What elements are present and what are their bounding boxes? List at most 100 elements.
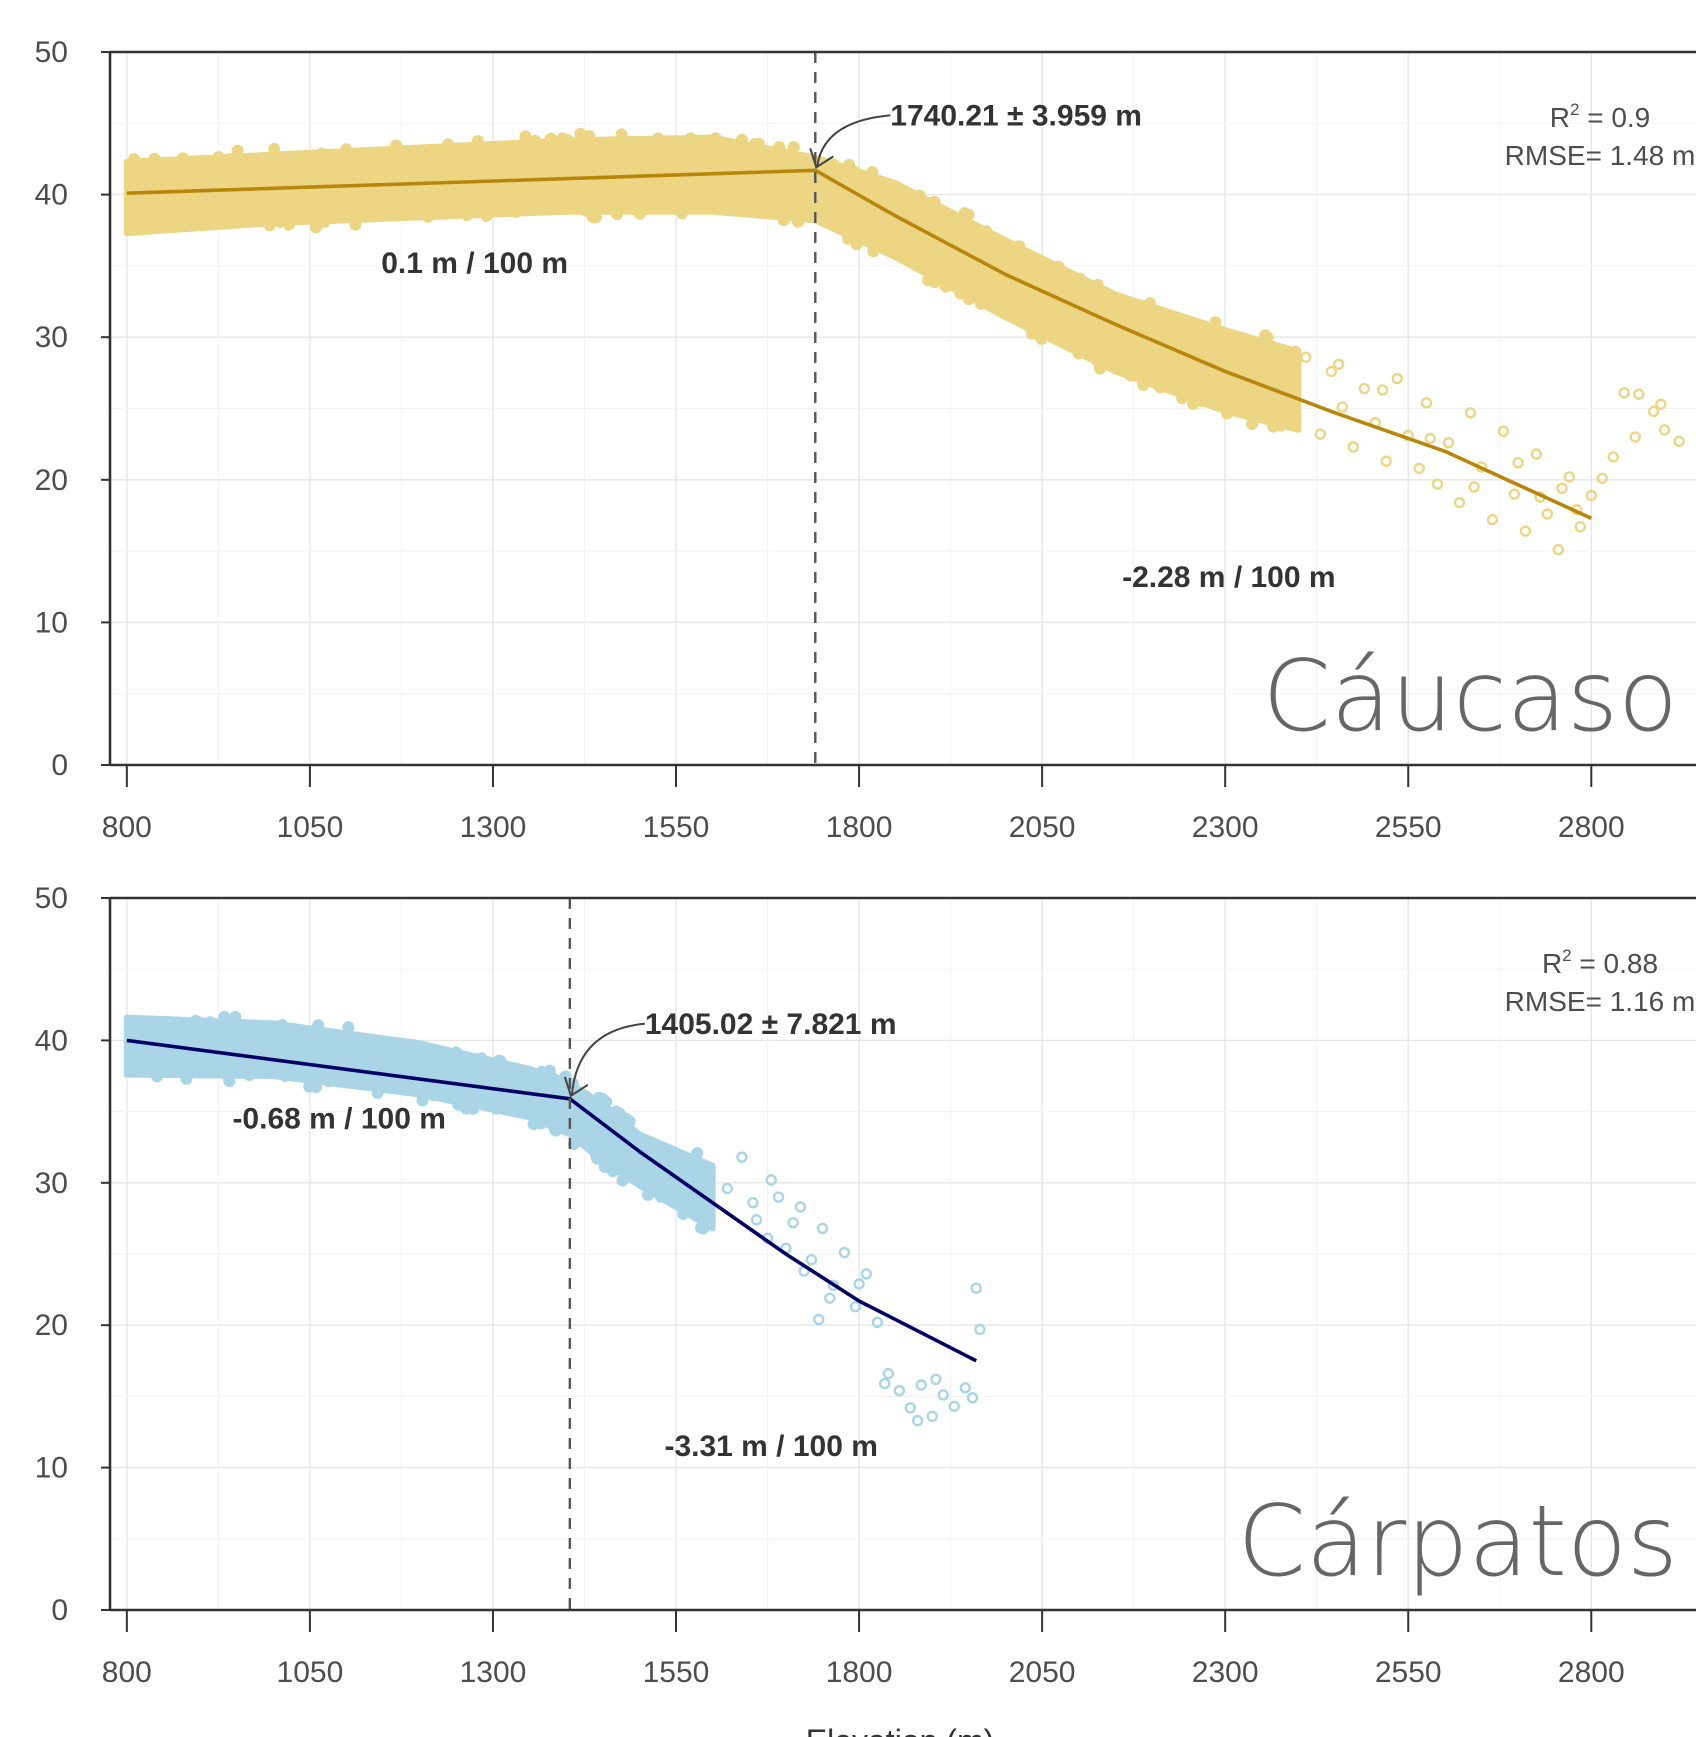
data-point: [335, 1075, 348, 1088]
data-point: [948, 1400, 960, 1413]
data-point: [1022, 319, 1035, 332]
data-point: [615, 128, 628, 141]
data-point: [1154, 381, 1167, 394]
data-point: [191, 1015, 204, 1028]
data-point: [303, 1080, 316, 1093]
data-point: [1633, 388, 1645, 400]
data-point: [148, 152, 161, 165]
data-point: [590, 211, 603, 224]
data-point: [389, 206, 402, 219]
data-point: [913, 189, 926, 202]
data-point: [1091, 278, 1104, 291]
data-point: [676, 1150, 689, 1163]
data-point: [1209, 316, 1222, 329]
data-point: [1072, 347, 1085, 360]
data-point: [1314, 428, 1327, 440]
data-point: [490, 1102, 503, 1115]
slope-label: -3.31 m / 100 m: [664, 1430, 877, 1463]
rmse-label: RMSE= 1.48 m: [1505, 140, 1696, 171]
data-point: [1512, 456, 1524, 469]
data-point: [1009, 310, 1022, 323]
x-tick-label: 800: [102, 1656, 152, 1689]
data-point: [794, 1201, 807, 1213]
data-point: [505, 1102, 518, 1115]
data-point: [598, 1160, 611, 1173]
data-point: [654, 1190, 667, 1203]
x-tick-label: 1050: [277, 1656, 344, 1689]
data-point: [1556, 482, 1568, 495]
x-tick-label: 1550: [643, 1656, 710, 1689]
data-point: [961, 218, 974, 231]
x-tick-label: 1300: [460, 1656, 527, 1689]
data-point: [975, 297, 988, 310]
data-point: [1248, 410, 1261, 423]
data-point: [1376, 384, 1389, 396]
data-point: [939, 280, 952, 293]
data-point: [450, 1050, 463, 1063]
data-point: [1508, 488, 1521, 500]
data-point: [1629, 431, 1641, 443]
breakpoint-label: 1740.21 ± 3.959 m: [890, 99, 1142, 132]
breakpoint-arrow: [816, 114, 891, 167]
data-point: [591, 1152, 604, 1165]
region-label: Cárpatos: [1238, 1485, 1678, 1599]
data-point: [442, 203, 455, 216]
data-point: [1234, 354, 1246, 366]
data-point: [627, 201, 640, 214]
data-point: [915, 1379, 928, 1391]
data-point: [815, 212, 828, 225]
data-point: [1168, 381, 1180, 393]
data-point: [223, 1075, 236, 1088]
data-point: [838, 1246, 851, 1259]
data-point: [574, 127, 587, 140]
data-point: [212, 151, 225, 164]
data-point: [611, 208, 624, 221]
data-point: [1618, 387, 1630, 399]
data-point: [1190, 371, 1202, 383]
data-point: [721, 1182, 733, 1195]
x-tick-label: 1300: [460, 811, 527, 844]
data-point: [866, 166, 879, 179]
data-point: [310, 221, 323, 234]
data-point: [1596, 472, 1608, 485]
data-point: [474, 1057, 487, 1070]
data-point: [1380, 455, 1392, 467]
data-point: [684, 132, 697, 145]
data-point: [150, 1070, 163, 1083]
data-point: [765, 1174, 777, 1186]
data-point: [1300, 351, 1312, 363]
data-point: [1278, 412, 1290, 425]
data-point: [1325, 365, 1338, 378]
region-label: Cáucaso: [1262, 640, 1678, 754]
data-point: [867, 245, 880, 258]
data-point: [813, 1313, 825, 1326]
data-point: [1289, 346, 1302, 359]
data-point: [860, 1268, 873, 1280]
data-point: [735, 133, 748, 146]
data-point: [787, 1216, 799, 1229]
data-point: [747, 1197, 759, 1209]
x-tick-label: 2800: [1558, 1656, 1625, 1689]
data-point: [279, 1069, 292, 1082]
data-point: [519, 130, 532, 143]
data-point: [561, 133, 574, 146]
data-point: [471, 134, 484, 147]
data-point: [1137, 379, 1150, 392]
y-tick-label: 30: [35, 1167, 68, 1200]
data-point: [312, 1019, 325, 1032]
data-point: [1208, 324, 1221, 337]
data-point: [315, 147, 328, 160]
data-point: [579, 204, 592, 217]
x-axis-title: Elevation (m): [806, 1723, 995, 1737]
data-point: [709, 132, 722, 145]
slope-label: -2.28 m / 100 m: [1122, 561, 1335, 594]
data-point: [282, 218, 295, 231]
data-point: [492, 1054, 505, 1067]
data-point: [180, 1072, 193, 1085]
chart-panel-carpatos: 1405.02 ± 7.821 m -0.68 m / 100 m -3.31 m …: [35, 882, 1696, 1689]
data-point: [701, 1161, 714, 1174]
data-point: [1442, 437, 1455, 449]
data-point: [652, 132, 665, 145]
r2-label: R2 = 0.88: [1542, 946, 1658, 979]
r2-value: = 0.88: [1572, 948, 1658, 979]
